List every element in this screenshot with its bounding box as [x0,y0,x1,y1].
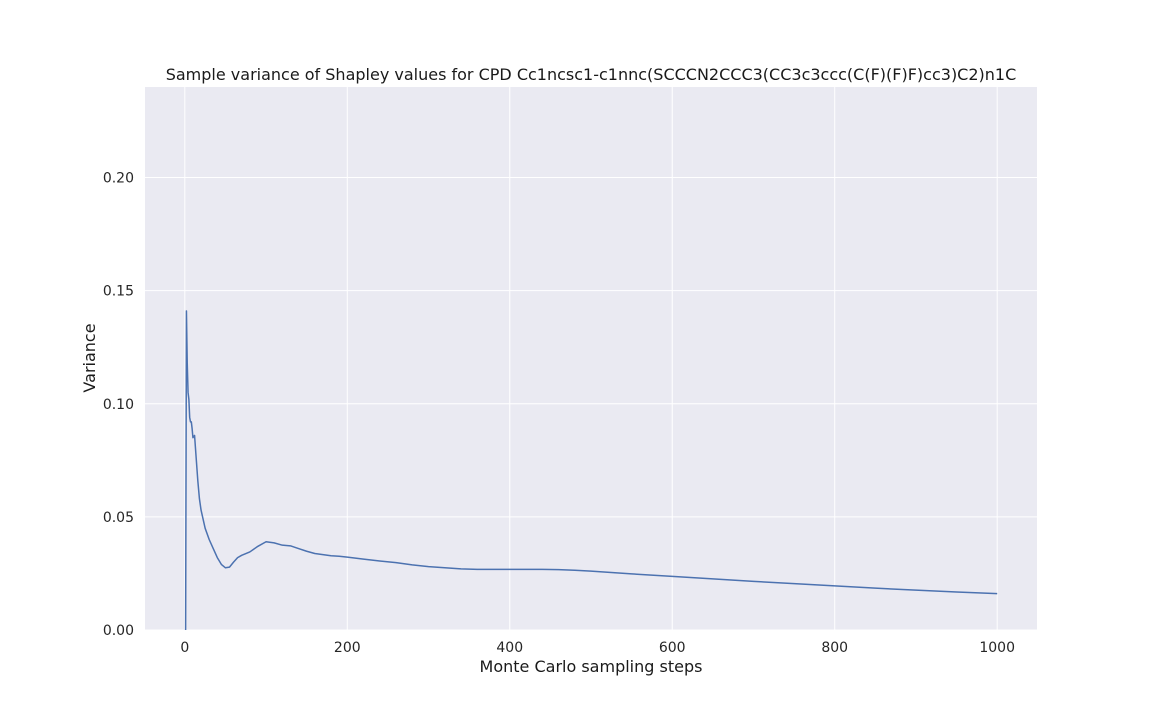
x-tick-label: 400 [496,640,523,656]
y-axis-label: Variance [80,323,99,392]
chart-title: Sample variance of Shapley values for CP… [166,65,1017,84]
x-axis-label: Monte Carlo sampling steps [480,657,703,676]
y-tick-labels: 0.00 0.05 0.10 0.15 0.20 [103,171,134,640]
y-tick-label: 0.05 [103,510,134,526]
x-tick-label: 200 [334,640,361,656]
x-tick-label: 800 [821,640,848,656]
y-tick-label: 0.20 [103,171,134,187]
x-tick-label: 0 [180,640,189,656]
y-tick-label: 0.00 [103,623,134,639]
series-line [184,310,998,631]
x-tick-labels: 0 200 400 600 800 1000 [180,640,1015,656]
x-tick-label: 1000 [979,640,1015,656]
y-tick-label: 0.10 [103,397,134,413]
grid [145,87,1037,631]
plot-background [145,87,1037,630]
y-tick-label: 0.15 [103,284,134,300]
x-tick-label: 600 [659,640,686,656]
